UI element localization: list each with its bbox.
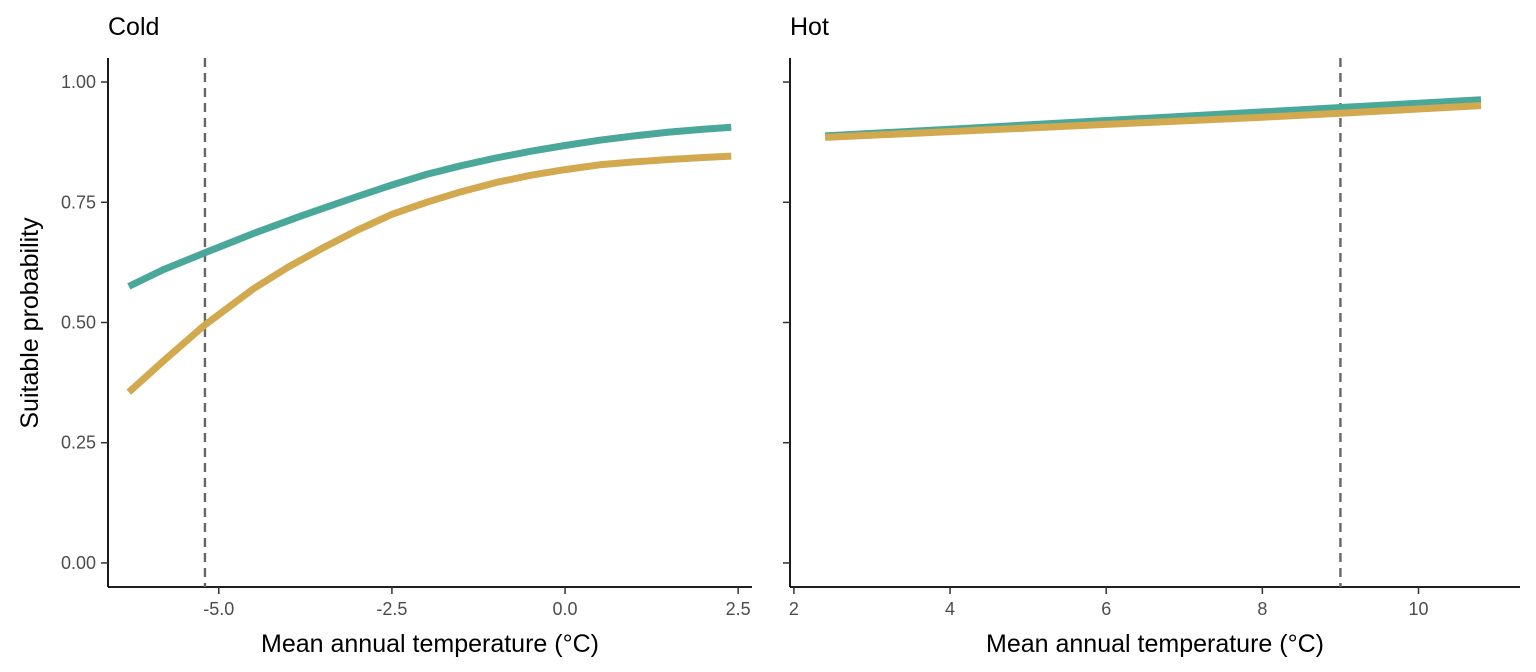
series-line-cold-2 [126, 152, 732, 395]
y-tick-label-cold: 0.50 [61, 313, 96, 333]
x-tick-label-hot: 10 [1408, 599, 1428, 619]
y-tick-label-cold: 0.00 [61, 553, 96, 573]
x-axis-cold: -5.0 -2.5 0.0 2.5 [108, 586, 752, 619]
x-tick-label-hot: 8 [1257, 599, 1267, 619]
y-tick-label-cold: 0.75 [61, 192, 96, 212]
series-group-cold [126, 123, 732, 395]
series-group-hot [824, 96, 1482, 141]
y-axis-cold: 0.00 0.25 0.50 0.75 1.00 [61, 58, 109, 587]
x-tick-label-cold: -5.0 [203, 599, 234, 619]
panel-title-hot: Hot [790, 13, 829, 41]
x-tick-label-cold: 2.5 [726, 599, 751, 619]
y-tick-label-cold: 0.25 [61, 433, 96, 453]
series-line-hot-2 [824, 102, 1482, 141]
series-line-cold-1 [127, 123, 732, 290]
y-axis-hot [783, 58, 791, 587]
panel-title-cold: Cold [108, 13, 159, 41]
x-axis-title-cold: Mean annual temperature (°C) [261, 630, 599, 658]
x-tick-label-hot: 4 [945, 599, 955, 619]
x-tick-label-hot: 6 [1101, 599, 1111, 619]
panel-cold: Cold 0.00 0.25 0.50 0.75 1.00 -5.0 -2.5 0.0 2.5… [61, 13, 752, 658]
x-tick-label-cold: 0.0 [553, 599, 578, 619]
x-axis-title-hot: Mean annual temperature (°C) [986, 630, 1324, 658]
x-axis-hot: 2 4 6 8 10 [789, 586, 1520, 619]
x-tick-label-hot: 2 [789, 599, 799, 619]
panel-hot: Hot 2 4 6 8 10 Mean annual temperature (°C) [783, 13, 1520, 658]
y-axis-title: Suitable probability [16, 217, 44, 429]
x-tick-label-cold: -2.5 [376, 599, 407, 619]
y-tick-label-cold: 1.00 [61, 72, 96, 92]
